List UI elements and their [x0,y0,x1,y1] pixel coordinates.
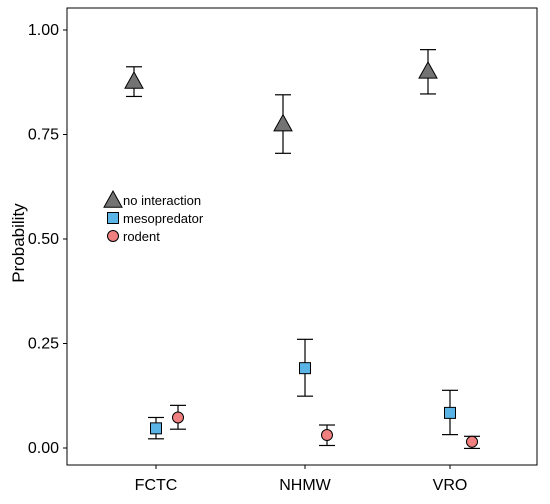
y-tick-label: 0.50 [28,231,59,248]
data-point [444,406,456,419]
data-point [321,429,333,442]
x-axis: FCTC NHMW VRO [135,465,468,494]
data-point [124,70,144,89]
legend-label: mesopredator [123,211,204,226]
data-point-group [464,435,480,450]
y-tick-label: 0.25 [28,336,59,353]
data-point-group [273,94,293,154]
y-axis-label: Probability [9,203,28,283]
x-tick-label: NHMW [279,477,331,494]
x-tick-label: VRO [433,477,468,494]
data-point-group [148,416,164,440]
legend: no interaction mesopredator rodent [103,189,204,244]
y-tick-label: 0.75 [28,127,59,144]
data-point-group [442,389,458,436]
x-tick-label: FCTC [135,477,178,494]
panel-border [66,7,538,466]
y-axis: 0.00 0.25 0.50 0.75 1.00 [28,22,67,457]
legend-key [107,230,119,242]
data-point-group [124,66,144,98]
data-point [172,411,184,424]
data-point-group [297,338,313,397]
legend-label: no interaction [123,193,201,208]
data-point [299,362,311,375]
plot-area [124,49,480,450]
legend-key [103,189,123,208]
data-point [150,422,162,435]
y-tick-label: 1.00 [28,22,59,39]
data-point-group [170,404,186,430]
data-point-group [319,424,335,447]
data-point-group [418,49,438,95]
data-point [466,435,478,448]
data-point [418,60,438,79]
data-point [273,113,293,132]
y-tick-label: 0.00 [28,440,59,457]
legend-key [107,212,119,224]
legend-label: rodent [123,229,160,244]
